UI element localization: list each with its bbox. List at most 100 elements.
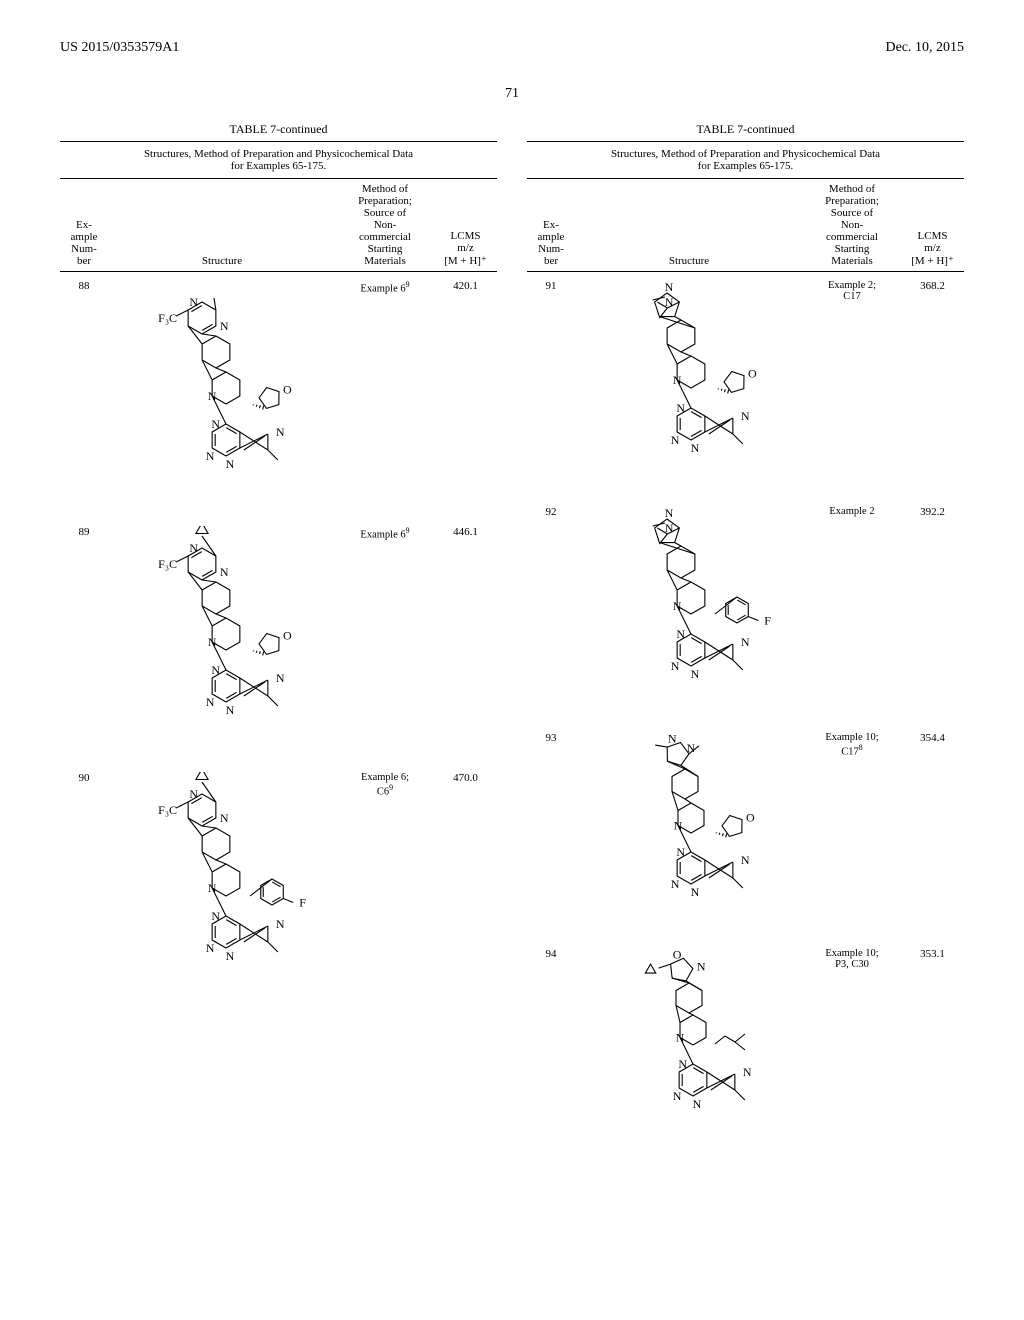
svg-text:N: N <box>676 401 685 415</box>
table-row: 91NNNNNNNOExample 2;C17368.2 <box>527 272 964 499</box>
table-caption-right: Structures, Method of Preparation and Ph… <box>527 141 964 179</box>
svg-text:O: O <box>283 383 292 397</box>
method-cell: Example 10;P3, C30 <box>803 940 901 1146</box>
svg-text:N: N <box>226 703 235 717</box>
svg-text:N: N <box>673 1089 682 1103</box>
table-row: 90NNF₃CNNNNNFExample 6;C69470.0 <box>60 764 497 1010</box>
svg-text:O: O <box>748 367 757 381</box>
col-structure: Structure <box>575 179 803 272</box>
svg-text:N: N <box>206 695 215 709</box>
method-cell: Example 69 <box>336 272 434 519</box>
svg-text:N: N <box>189 541 198 555</box>
svg-text:N: N <box>206 449 215 463</box>
svg-text:F₃C: F₃C <box>158 311 177 325</box>
mz-cell: 354.4 <box>901 724 964 940</box>
two-column-layout: TABLE 7-continued Structures, Method of … <box>60 122 964 1146</box>
col-ex: Ex-ampleNum-ber <box>527 179 575 272</box>
example-number: 89 <box>60 518 108 764</box>
svg-text:N: N <box>676 627 685 641</box>
svg-text:N: N <box>189 787 198 801</box>
svg-text:N: N <box>697 960 706 974</box>
structure-cell: NNF₃CNNNNNO <box>108 272 336 519</box>
svg-text:N: N <box>206 941 215 955</box>
publication-date: Dec. 10, 2015 <box>885 40 964 56</box>
svg-text:O: O <box>283 629 292 643</box>
table-row: 88NNF₃CNNNNNOExample 69420.1 <box>60 272 497 519</box>
table-title-right: TABLE 7-continued <box>527 122 964 137</box>
col-mz: LCMSm/z[M + H]⁺ <box>901 179 964 272</box>
svg-text:N: N <box>665 280 674 294</box>
svg-text:N: N <box>691 885 700 899</box>
svg-text:N: N <box>743 1065 752 1079</box>
method-cell: Example 69 <box>336 518 434 764</box>
table-left: Ex-ampleNum-ber Structure Method ofPrepa… <box>60 179 497 1010</box>
svg-text:O: O <box>746 811 755 825</box>
example-number: 92 <box>527 498 575 724</box>
svg-text:N: N <box>671 659 680 673</box>
svg-text:N: N <box>678 1057 687 1071</box>
svg-text:N: N <box>226 457 235 471</box>
mz-cell: 392.2 <box>901 498 964 724</box>
mz-cell: 420.1 <box>434 272 497 519</box>
svg-text:N: N <box>276 671 285 685</box>
svg-text:N: N <box>676 845 685 859</box>
left-column: TABLE 7-continued Structures, Method of … <box>60 122 497 1146</box>
svg-text:N: N <box>741 853 750 867</box>
structure-cell: NNF₃CNNNNNO <box>108 518 336 764</box>
table-row: 94ONNNNNNExample 10;P3, C30353.1 <box>527 940 964 1146</box>
structure-cell: NNF₃CNNNNNF <box>108 764 336 1010</box>
example-number: 88 <box>60 272 108 519</box>
svg-text:F₃C: F₃C <box>158 557 177 571</box>
structure-cell: NNNNNNNF <box>575 498 803 724</box>
col-ex: Ex-ampleNum-ber <box>60 179 108 272</box>
method-cell: Example 2;C17 <box>803 272 901 499</box>
svg-text:N: N <box>211 663 220 677</box>
mz-cell: 446.1 <box>434 518 497 764</box>
method-cell: Example 2 <box>803 498 901 724</box>
svg-text:N: N <box>211 909 220 923</box>
page-number: 71 <box>60 86 964 102</box>
svg-text:O: O <box>673 948 682 961</box>
svg-text:N: N <box>693 1097 702 1111</box>
svg-text:N: N <box>668 732 677 746</box>
svg-text:N: N <box>691 667 700 681</box>
method-cell: Example 6;C69 <box>336 764 434 1010</box>
example-number: 90 <box>60 764 108 1010</box>
method-cell: Example 10;C178 <box>803 724 901 940</box>
table-row: 92NNNNNNNFExample 2392.2 <box>527 498 964 724</box>
svg-text:N: N <box>226 949 235 963</box>
col-method: Method ofPreparation;Source ofNon-commer… <box>803 179 901 272</box>
example-number: 94 <box>527 940 575 1146</box>
mz-cell: 470.0 <box>434 764 497 1010</box>
table-title-left: TABLE 7-continued <box>60 122 497 137</box>
table-row: 93NNNNNNNOExample 10;C178354.4 <box>527 724 964 940</box>
structure-cell: NNNNNNNO <box>575 724 803 940</box>
example-number: 91 <box>527 272 575 499</box>
svg-text:N: N <box>741 635 750 649</box>
svg-text:N: N <box>671 433 680 447</box>
svg-text:N: N <box>211 417 220 431</box>
svg-text:N: N <box>276 425 285 439</box>
mz-cell: 353.1 <box>901 940 964 1146</box>
structure-cell: NNNNNNNO <box>575 272 803 499</box>
table-right: Ex-ampleNum-ber Structure Method ofPrepa… <box>527 179 964 1146</box>
svg-text:N: N <box>220 565 229 579</box>
svg-text:N: N <box>220 811 229 825</box>
mz-cell: 368.2 <box>901 272 964 499</box>
table-row: 89NNF₃CNNNNNOExample 69446.1 <box>60 518 497 764</box>
svg-text:F: F <box>764 614 771 628</box>
col-method: Method ofPreparation;Source ofNon-commer… <box>336 179 434 272</box>
right-column: TABLE 7-continued Structures, Method of … <box>527 122 964 1146</box>
publication-number: US 2015/0353579A1 <box>60 40 179 56</box>
table-caption-left: Structures, Method of Preparation and Ph… <box>60 141 497 179</box>
svg-text:F: F <box>299 896 306 910</box>
structure-cell: ONNNNNN <box>575 940 803 1146</box>
svg-text:N: N <box>691 441 700 455</box>
svg-text:N: N <box>220 319 229 333</box>
svg-text:N: N <box>671 877 680 891</box>
example-number: 93 <box>527 724 575 940</box>
col-structure: Structure <box>108 179 336 272</box>
svg-text:F₃C: F₃C <box>158 803 177 817</box>
col-mz: LCMSm/z[M + H]⁺ <box>434 179 497 272</box>
svg-text:N: N <box>665 506 674 520</box>
